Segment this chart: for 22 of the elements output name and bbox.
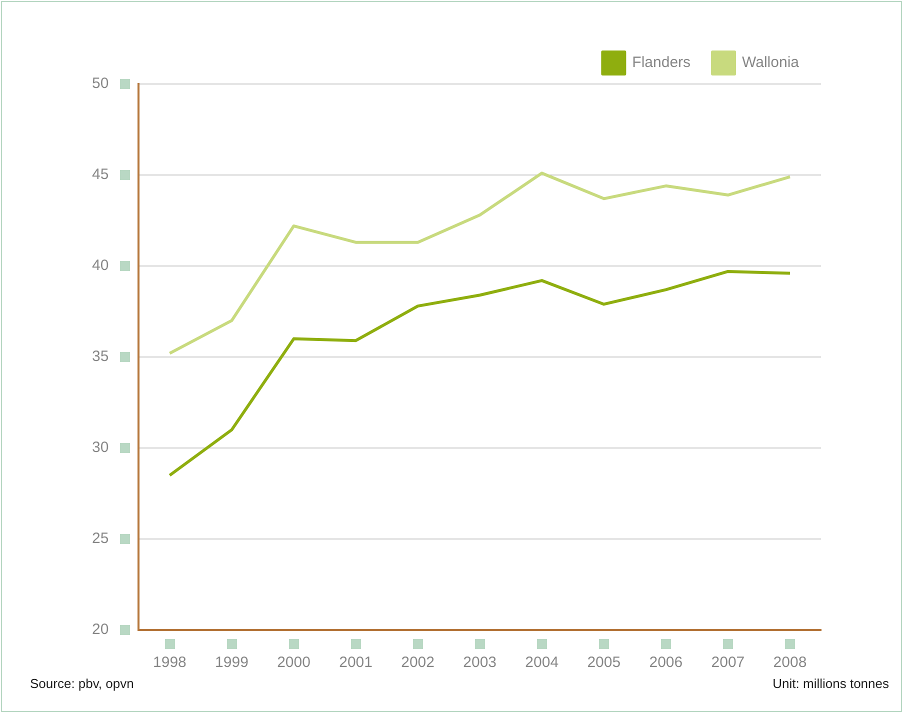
y-tick-label: 20 [92,621,109,638]
x-tick-label: 2005 [587,654,621,672]
text: Unit: millions tonnes [772,676,889,691]
y-tick-label: 30 [92,439,109,456]
x-tick-label: 1998 [153,654,186,672]
x-tick-label: 2007 [711,654,745,672]
y-tick-label: 45 [92,166,109,184]
x-tick-label: 2002 [401,654,434,672]
y-tick-label: 40 [92,257,109,274]
source-note: Source: pbv, opvn [30,676,134,691]
x-tick-label: 2008 [773,654,807,672]
x-tick-label: 2006 [649,654,683,672]
x-tick-label: 2001 [339,654,372,672]
x-tick-label: 1999 [215,654,248,672]
y-tick-label: 25 [92,530,109,548]
y-tick-label: 50 [92,75,109,92]
x-tick-label: 2003 [463,654,497,672]
x-tick-label: 2000 [277,654,310,672]
legend-label: Flanders [632,54,691,72]
legend-label: Wallonia [742,54,800,72]
x-tick-label: 2004 [525,654,559,672]
y-tick-label: 35 [92,348,109,366]
